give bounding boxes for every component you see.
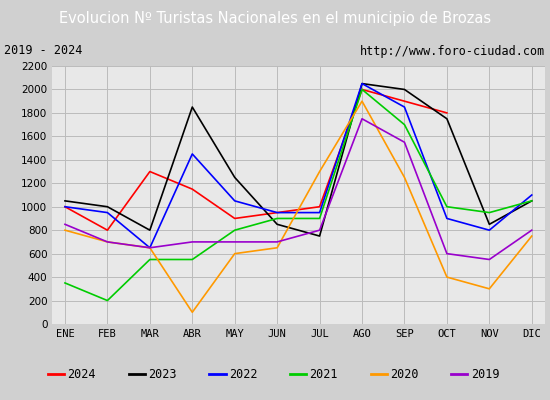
Text: 2019: 2019 — [471, 368, 499, 380]
Text: 2024: 2024 — [68, 368, 96, 380]
Text: 2019 - 2024: 2019 - 2024 — [4, 44, 83, 58]
Text: http://www.foro-ciudad.com: http://www.foro-ciudad.com — [360, 44, 546, 58]
Text: 2023: 2023 — [148, 368, 177, 380]
Text: 2020: 2020 — [390, 368, 419, 380]
Text: Evolucion Nº Turistas Nacionales en el municipio de Brozas: Evolucion Nº Turistas Nacionales en el m… — [59, 10, 491, 26]
Text: 2022: 2022 — [229, 368, 257, 380]
Text: 2021: 2021 — [310, 368, 338, 380]
